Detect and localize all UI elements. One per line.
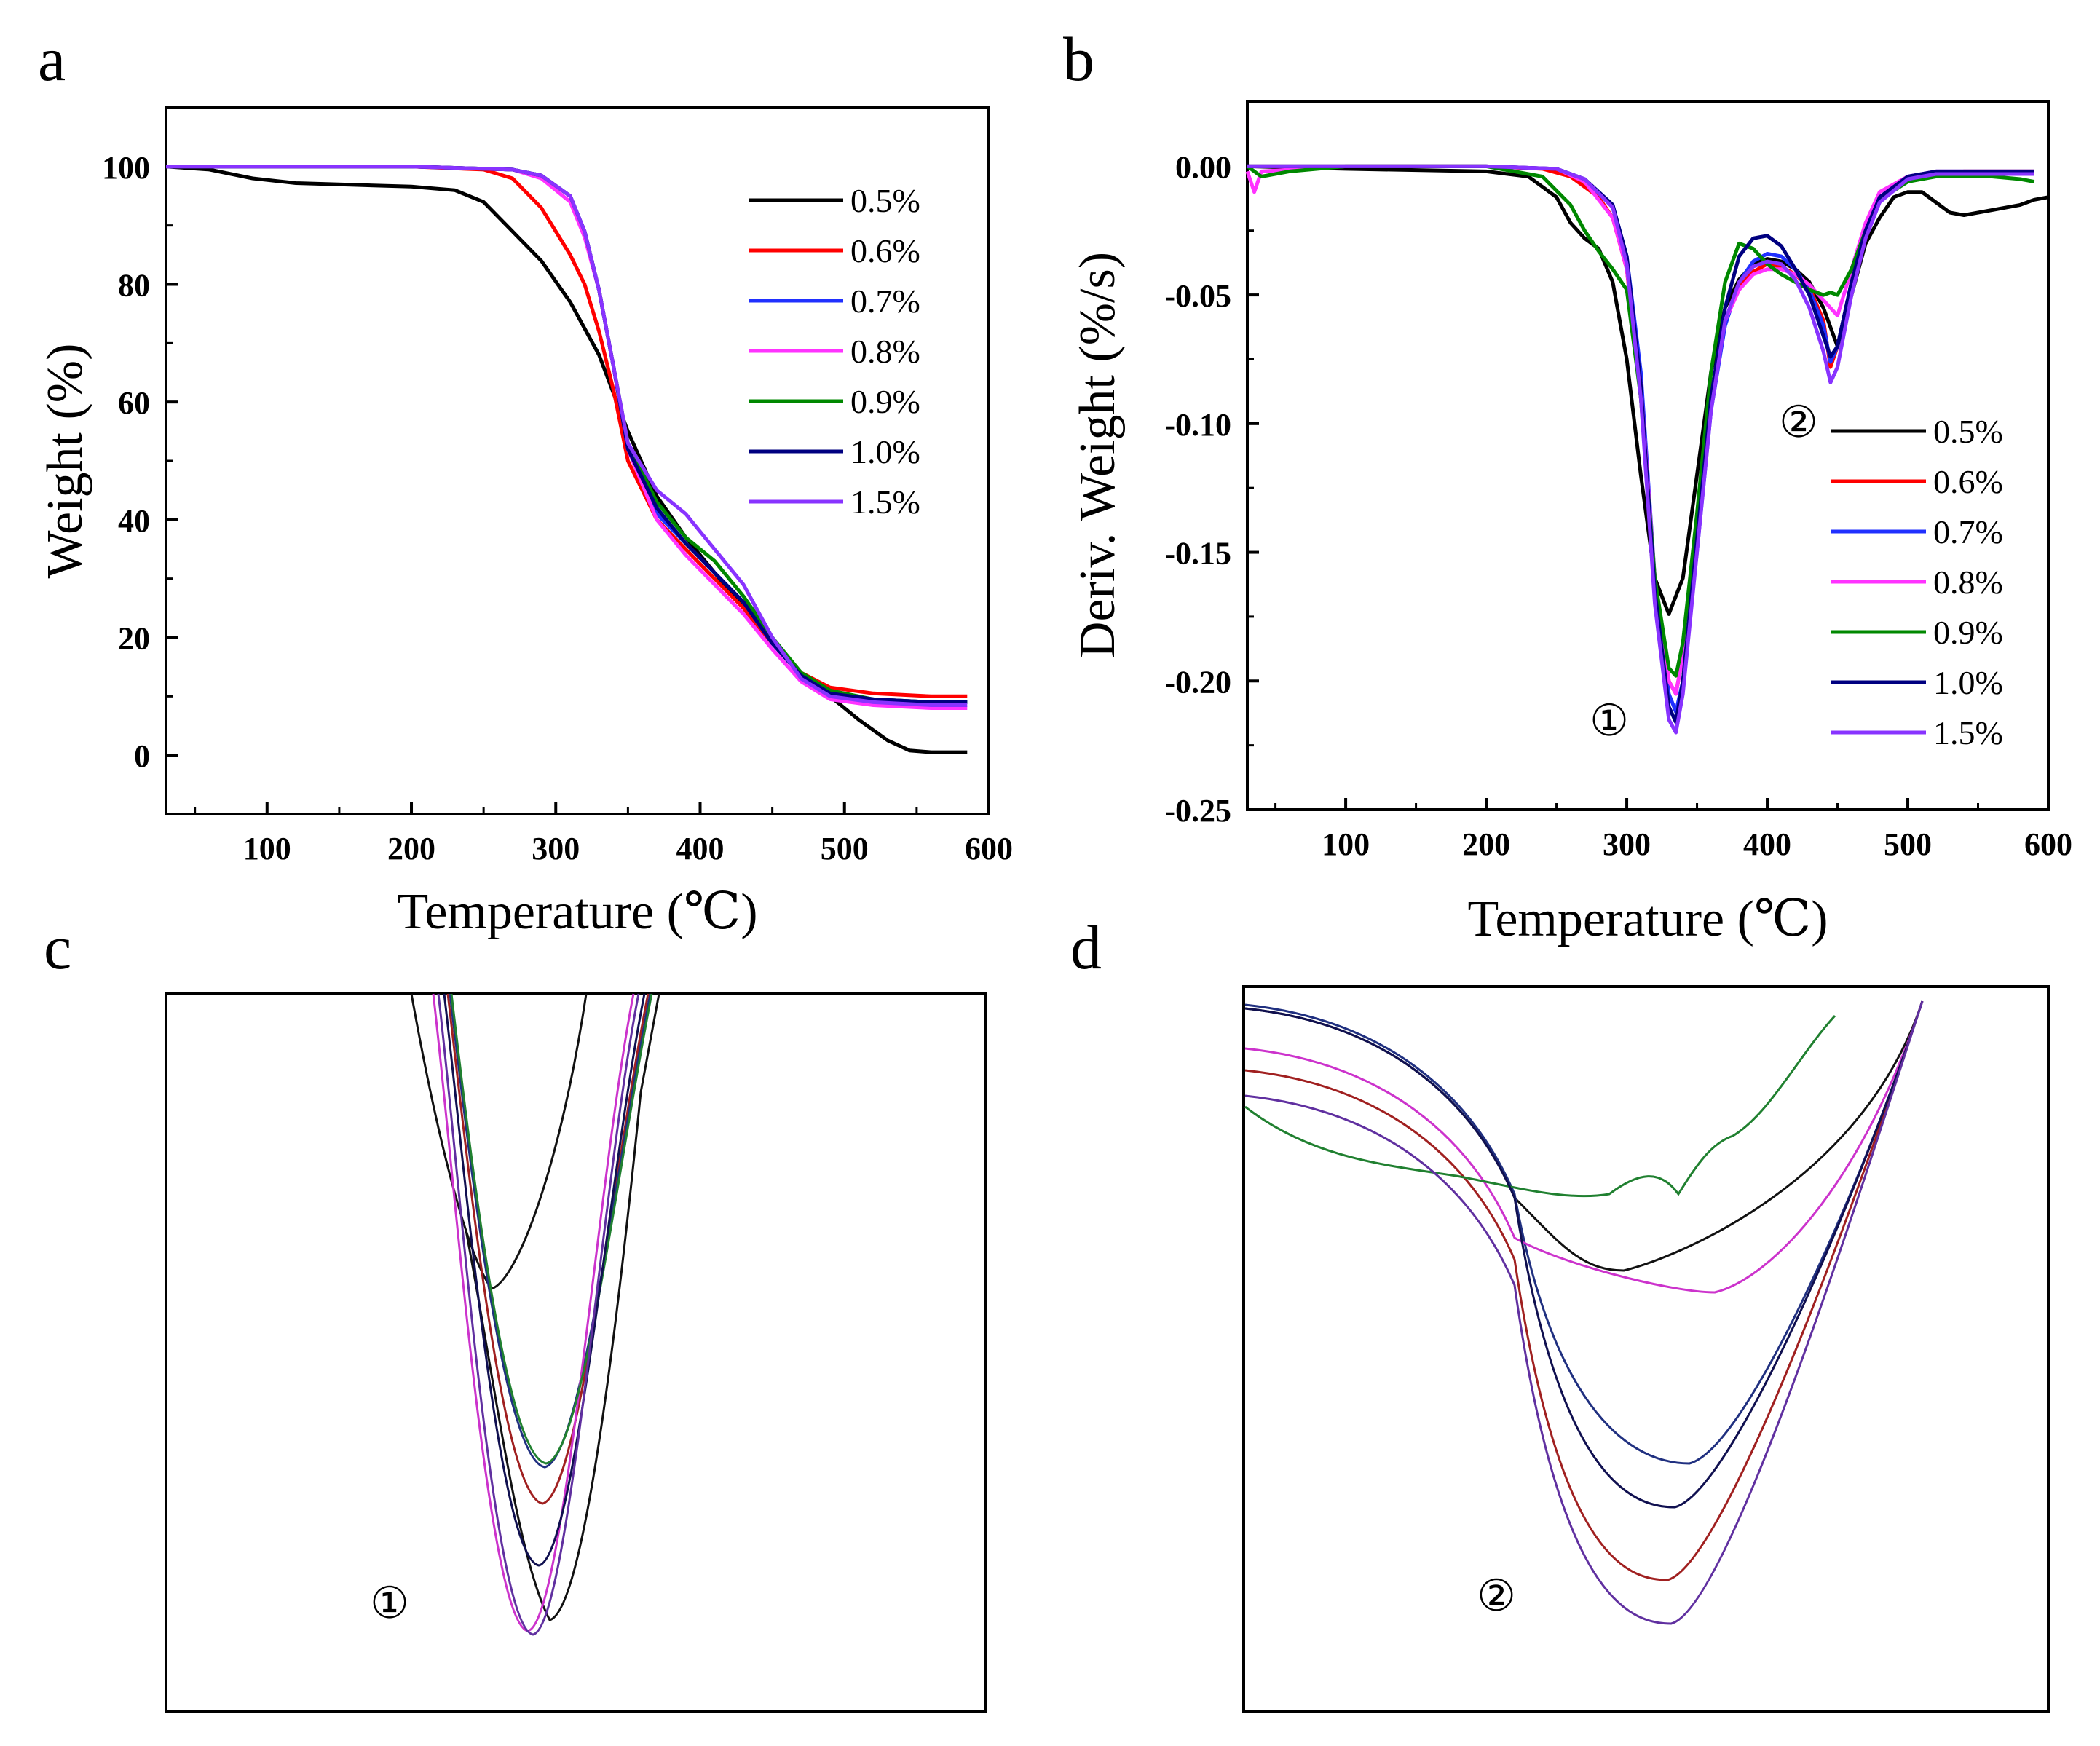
chart-b-frame bbox=[1246, 100, 2050, 811]
a-legend-label: 0.7% bbox=[850, 283, 920, 320]
b-legend-label: 1.5% bbox=[1933, 714, 2003, 751]
chart-b-annotation-peak-2: ② bbox=[1779, 398, 1818, 446]
chart-b-ticks: 100 200 300 400 500 600 0.00 -0.05 -0.10 -0.15 -0.… bbox=[1164, 149, 2072, 862]
chart-a-ticks: 100 200 300 400 500 600 0 20 40 60 80 100 bbox=[102, 150, 1013, 866]
a-xtick-label: 300 bbox=[532, 831, 580, 866]
a-series-line-1.5pct bbox=[166, 165, 968, 707]
b-xtick-label: 600 bbox=[2024, 826, 2072, 862]
a-legend-label: 0.9% bbox=[850, 383, 920, 420]
b-ytick-label: -0.15 bbox=[1164, 536, 1231, 572]
b-ytick-label: -0.05 bbox=[1164, 278, 1231, 314]
panel-letter-d: d bbox=[1070, 912, 1102, 982]
chart-d-frame bbox=[1242, 985, 2050, 1713]
b-legend-label: 1.0% bbox=[1933, 664, 2003, 701]
a-series-line-0.6pct bbox=[166, 165, 968, 698]
a-legend-label: 1.0% bbox=[850, 433, 920, 470]
a-legend-label: 0.6% bbox=[850, 232, 920, 269]
chart-b-annotation-peak-1: ① bbox=[1590, 697, 1629, 745]
chart-b-legend: 0.5% 0.6% 0.7% 0.8% 0.9% 1.0% 1.5% bbox=[1831, 413, 2003, 751]
b-legend-label: 0.8% bbox=[1933, 564, 2003, 601]
a-ytick-label: 0 bbox=[134, 738, 150, 774]
b-ytick-label: 0.00 bbox=[1175, 149, 1231, 185]
a-xtick-label: 600 bbox=[965, 831, 1013, 866]
chart-b: 100 200 300 400 500 600 0.00 -0.05 -0.10 -0.15 -0.… bbox=[1070, 100, 2072, 947]
b-series-line-0.7pct bbox=[1247, 164, 2034, 714]
b-legend-label: 0.6% bbox=[1933, 463, 2003, 500]
b-series-line-1.0pct bbox=[1247, 164, 2034, 724]
a-ytick-label: 20 bbox=[118, 621, 150, 657]
d-series-line-0.6pct bbox=[1244, 1000, 1924, 1581]
c-series-line-1.5pct bbox=[437, 993, 640, 1636]
a-legend-label: 0.8% bbox=[850, 333, 920, 370]
chart-b-xlabel: Temperature (℃) bbox=[1467, 891, 1828, 947]
chart-d: ② bbox=[1242, 985, 2050, 1713]
d-series-line-1.0pct bbox=[1244, 1000, 1924, 1509]
c-series-line-0.9pct bbox=[450, 993, 653, 1465]
a-xtick-label: 500 bbox=[821, 831, 869, 866]
d-series-line-0.8pct bbox=[1244, 1000, 1924, 1294]
panel-letter-a: a bbox=[38, 24, 66, 94]
chart-c-series bbox=[410, 993, 660, 1636]
b-series-line-0.5pct bbox=[1247, 164, 2049, 616]
a-series-line-0.5pct bbox=[165, 165, 968, 754]
b-legend-label: 0.5% bbox=[1933, 413, 2003, 450]
b-xtick-label: 200 bbox=[1462, 826, 1510, 862]
a-legend-label: 0.5% bbox=[850, 182, 920, 219]
b-ytick-label: -0.10 bbox=[1164, 407, 1231, 443]
a-ytick-label: 80 bbox=[118, 268, 150, 304]
a-ytick-label: 40 bbox=[118, 503, 150, 539]
b-legend-label: 0.9% bbox=[1933, 614, 2003, 651]
b-xtick-label: 100 bbox=[1322, 826, 1370, 862]
chart-a-legend: 0.5% 0.6% 0.7% 0.8% 0.9% 1.0% 1.5% bbox=[749, 182, 920, 521]
a-xtick-label: 400 bbox=[676, 831, 725, 866]
b-xtick-label: 500 bbox=[1884, 826, 1932, 862]
c-series-line-0.7pct bbox=[449, 993, 652, 1469]
b-ytick-label: -0.20 bbox=[1164, 664, 1231, 700]
d-series-line-1.5pct bbox=[1244, 1000, 1924, 1625]
d-series-line-0.9pct bbox=[1244, 1014, 1836, 1198]
chart-b-series bbox=[1245, 164, 2049, 735]
chart-a-ylabel: Weight (%) bbox=[37, 344, 93, 579]
a-ytick-label: 60 bbox=[118, 385, 150, 421]
panel-letter-c: c bbox=[44, 912, 71, 982]
d-series-line-0.7pct bbox=[1244, 1000, 1924, 1465]
c-series-line-1.0pct bbox=[443, 993, 646, 1567]
b-series-line-1.5pct bbox=[1247, 164, 2034, 735]
chart-a-xlabel: Temperature (℃) bbox=[397, 884, 757, 940]
b-legend-label: 0.7% bbox=[1933, 513, 2003, 550]
chart-d-label: ② bbox=[1477, 1572, 1516, 1620]
chart-c-label: ① bbox=[370, 1579, 409, 1627]
chart-b-ylabel: Deriv. Weight (%/s) bbox=[1070, 252, 1126, 658]
b-xtick-label: 400 bbox=[1743, 826, 1791, 862]
chart-c: ① bbox=[165, 992, 987, 1713]
a-xtick-label: 200 bbox=[387, 831, 435, 866]
b-xtick-label: 300 bbox=[1603, 826, 1651, 862]
chart-c-frame bbox=[165, 992, 987, 1713]
a-legend-label: 1.5% bbox=[850, 483, 920, 521]
chart-d-series bbox=[1244, 1000, 1924, 1625]
a-xtick-label: 100 bbox=[243, 831, 291, 866]
chart-a-series bbox=[165, 165, 968, 754]
a-ytick-label: 100 bbox=[102, 150, 150, 186]
b-ytick-label: -0.25 bbox=[1164, 793, 1231, 829]
panel-letter-b: b bbox=[1063, 24, 1094, 94]
